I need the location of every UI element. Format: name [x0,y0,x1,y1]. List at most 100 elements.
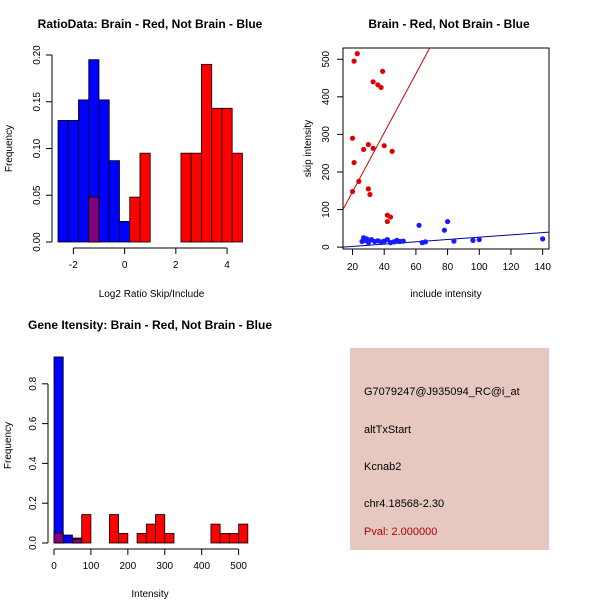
y-tick-label: 0.0 [28,536,39,550]
x-tick-label: -2 [69,260,78,271]
scatter-point-not-brain [416,222,422,228]
event-type-text: altTxStart [364,424,412,436]
histogram-bar-brain [231,152,243,243]
x-tick-label: 60 [410,262,422,273]
location-text: chr4.18568-2.30 [364,498,445,510]
probe-id-text: G7079247@J935094_RC@i_at [364,386,520,398]
x-tick-label: 500 [230,561,247,572]
histogram-bar-not-brain [98,99,110,243]
scatter-point-brain [356,178,362,184]
histogram-bar-not-brain [57,120,69,243]
histogram-bar-brain [221,107,233,243]
fit-line-brain [343,48,431,210]
x-tick-label: 120 [503,262,520,273]
x-tick-label: 400 [193,561,210,572]
histogram-bar-brain [136,533,147,544]
x-tick-label: 80 [442,262,454,273]
histogram-bar-brain [219,533,230,544]
info-panel: G7079247@J935094_RC@i_at altTxStart Kcna… [350,348,549,550]
fit-line-not-brain [343,231,549,248]
x-axis-label: Intensity [131,589,168,600]
histogram-bar-brain [139,152,151,243]
scatter-point-not-brain [444,218,451,225]
y-tick-label: 100 [321,201,332,218]
scatter-point-not-brain [476,237,482,243]
histogram-bar-brain [201,63,213,243]
histogram-bar-brain [155,514,166,544]
pval-text: Pval: 2.000000 [364,526,438,538]
scatter-point-brain [384,218,390,225]
y-tick-label: 0.05 [32,185,43,205]
histogram-bar-not-brain [78,99,90,243]
scatter-point-brain [378,84,384,91]
y-tick-label: 0 [321,244,332,250]
scatter-point-brain [389,148,395,154]
x-tick-label: 100 [83,561,100,572]
scatter-point-not-brain [441,227,448,233]
scatter-point-not-brain [540,236,546,242]
histogram-bar-brain [81,514,92,544]
histogram-bar-brain [129,196,141,243]
histogram-bar-brain [118,533,129,544]
y-axis-label: Frequency [4,125,15,172]
scatter-point-brain [370,79,376,85]
scatter-point-not-brain [422,239,428,245]
scatter-point-brain [361,146,367,153]
histogram-bar-brain [145,523,156,544]
y-tick-label: 0.6 [28,416,39,430]
x-tick-label: 0 [51,561,57,572]
x-tick-label: 2 [173,260,179,271]
chart-title: Brain - Red, Not Brain - Blue [368,17,530,31]
x-tick-label: 20 [347,262,359,273]
histogram-bar-not-brain [53,356,64,544]
y-tick-label: 0.00 [32,232,43,252]
scatter-point-brain [365,141,371,148]
y-tick-label: 300 [321,126,332,143]
x-tick-label: 300 [156,561,173,572]
y-tick-label: 0.8 [28,376,39,390]
chart-title: RatioData: Brain - Red, Not Brain - Blue [38,17,263,31]
y-tick-label: 0.4 [28,456,39,470]
histogram-bar-brain [228,533,240,544]
y-tick-label: 0.2 [28,496,39,510]
histogram-bar-brain [190,152,202,243]
scatter-point-brain [365,186,371,192]
histogram-bar-not-brain [108,160,120,243]
y-tick-label: 0.10 [32,138,43,158]
scatter-point-brain [367,191,373,198]
histogram-bar-not-brain [67,120,79,243]
histogram-bar-brain [238,523,249,544]
scatter-point-brain [349,188,356,195]
histogram-bar-overlap [72,538,83,544]
scatter-point-not-brain [451,238,457,244]
x-tick-label: 140 [534,262,551,273]
y-tick-label: 0.15 [32,92,43,112]
histogram-bar-not-brain [62,534,73,544]
histogram-bar-brain [164,533,175,544]
scatter-point-brain [370,145,376,151]
y-axis-label: Frequency [3,422,14,469]
histogram-bar-not-brain [119,221,131,243]
scatter-point-not-brain [470,237,476,243]
x-tick-label: 40 [379,262,391,273]
y-tick-label: 0.20 [32,45,43,65]
x-axis-label: include intensity [410,289,481,300]
x-axis-label: Log2 Ratio Skip/Include [99,289,205,300]
histogram-bar-overlap [88,196,100,243]
plot-frame [342,47,550,250]
scatter-point-brain [387,214,394,220]
scatter-point-brain [349,135,356,141]
x-tick-label: 100 [471,262,488,273]
y-tick-label: 400 [321,88,332,105]
x-tick-label: 0 [122,260,128,271]
gene-name-text: Kcnab2 [364,461,402,473]
x-tick-label: 200 [120,561,137,572]
y-tick-label: 200 [321,163,332,180]
histogram-bar-brain [108,514,120,544]
y-tick-label: 500 [321,50,332,67]
chart-title: Gene Itensity: Brain - Red, Not Brain - … [28,318,272,332]
histogram-bar-overlap [53,532,64,544]
histogram-bar-brain [180,152,192,243]
histogram-bar-brain [210,523,221,544]
